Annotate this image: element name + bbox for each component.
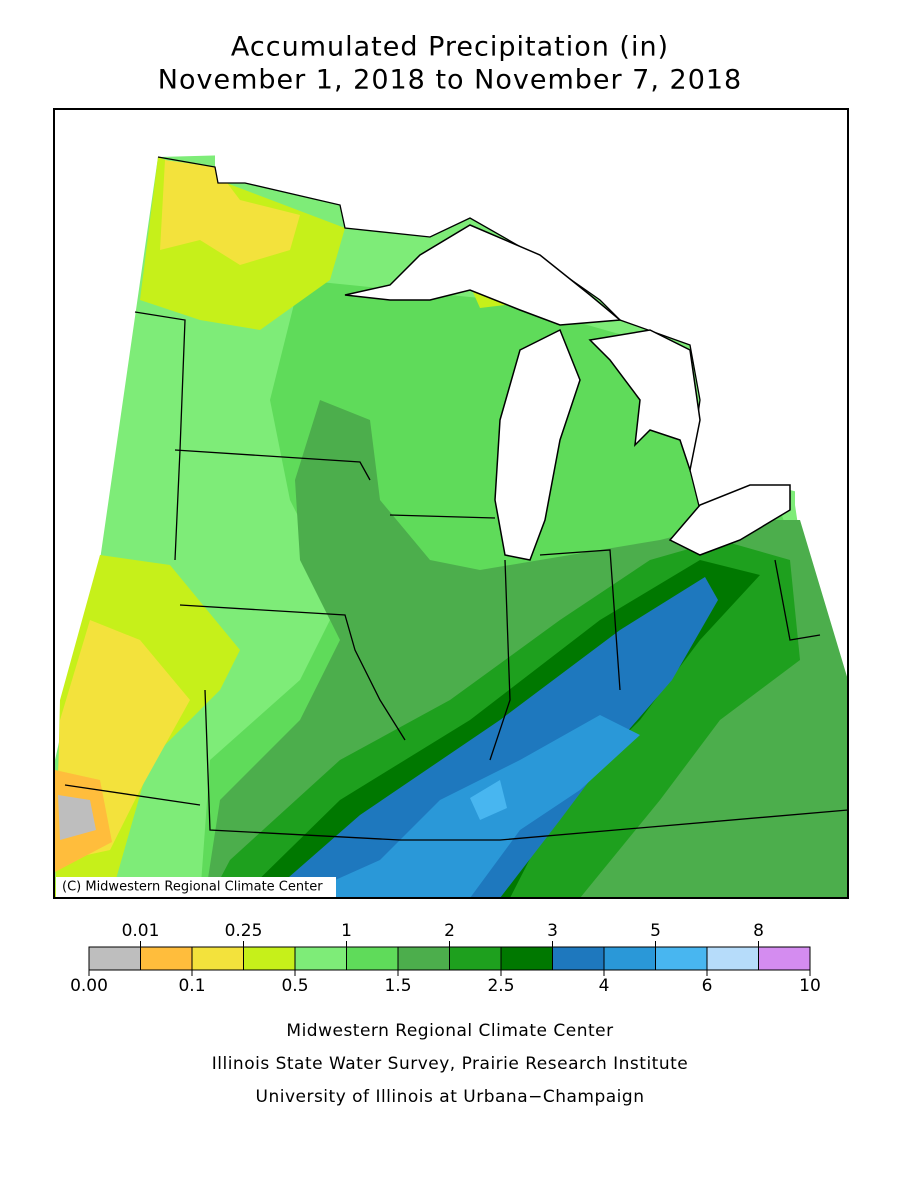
credit: Midwestern Regional Climate Center xyxy=(286,1021,613,1041)
legend-label: 5 xyxy=(650,921,661,941)
state-line xyxy=(179,604,406,741)
state-line xyxy=(389,514,496,519)
subtitle: November 1, 2018 to November 7, 2018 xyxy=(158,65,742,96)
legend-label: 6 xyxy=(702,976,713,996)
legend-label: 0.00 xyxy=(70,976,108,996)
legend-label: 1.5 xyxy=(384,976,411,996)
legend-swatch xyxy=(449,946,502,971)
state-line xyxy=(64,784,201,806)
title: Accumulated Precipitation (in) xyxy=(231,32,669,63)
legend: 0.00 0.01 0.1 0.25 0.5 1 1.5 2 2.5 3 4 5 6 8 10 xyxy=(70,921,821,996)
state-line xyxy=(774,559,821,641)
legend-swatch xyxy=(758,946,811,971)
lake-huron xyxy=(588,329,701,473)
credit: University of Illinois at Urbana−Champai… xyxy=(256,1087,645,1107)
copyright-box xyxy=(56,877,336,897)
legend-swatch xyxy=(500,946,553,971)
legend-label: 0.25 xyxy=(225,921,263,941)
legend-label: 2 xyxy=(444,921,455,941)
lake-erie xyxy=(668,484,791,556)
credit: Illinois State Water Survey, Prairie Res… xyxy=(212,1054,688,1074)
state-line xyxy=(204,689,848,841)
precip-area xyxy=(470,780,507,820)
lake-superior xyxy=(344,224,622,326)
legend-swatch xyxy=(243,946,296,971)
legend-swatch xyxy=(397,946,450,971)
legend-swatch xyxy=(706,946,759,971)
legend-swatch xyxy=(346,946,399,971)
legend-label: 1 xyxy=(341,921,352,941)
legend-swatch xyxy=(88,946,141,971)
precip-area xyxy=(160,160,300,265)
legend-label: 10 xyxy=(799,976,821,996)
precip-area xyxy=(58,795,96,840)
precip-area xyxy=(265,577,718,898)
state-line xyxy=(539,549,621,691)
legend-label: 0.1 xyxy=(178,976,205,996)
legend-swatch xyxy=(655,946,708,971)
precip-area xyxy=(295,715,640,898)
map-frame xyxy=(53,108,849,899)
legend-swatch xyxy=(603,946,656,971)
legend-swatch xyxy=(294,946,347,971)
legend-swatch xyxy=(191,946,244,971)
canada xyxy=(215,109,848,510)
legend-label: 0.5 xyxy=(281,976,308,996)
map: (C) Midwestern Regional Climate Center xyxy=(53,108,849,899)
legend-label: 4 xyxy=(599,976,610,996)
legend-label: 8 xyxy=(753,921,764,941)
state-line xyxy=(174,449,371,481)
legend-label: 2.5 xyxy=(487,976,514,996)
state-line xyxy=(489,559,511,761)
legend-label: 3 xyxy=(547,921,558,941)
copyright: (C) Midwestern Regional Climate Center xyxy=(62,880,323,895)
legend-swatch xyxy=(552,946,605,971)
legend-label: 0.01 xyxy=(122,921,160,941)
state-line xyxy=(134,311,186,561)
legend-swatch xyxy=(140,946,193,971)
lake-michigan xyxy=(494,328,581,561)
